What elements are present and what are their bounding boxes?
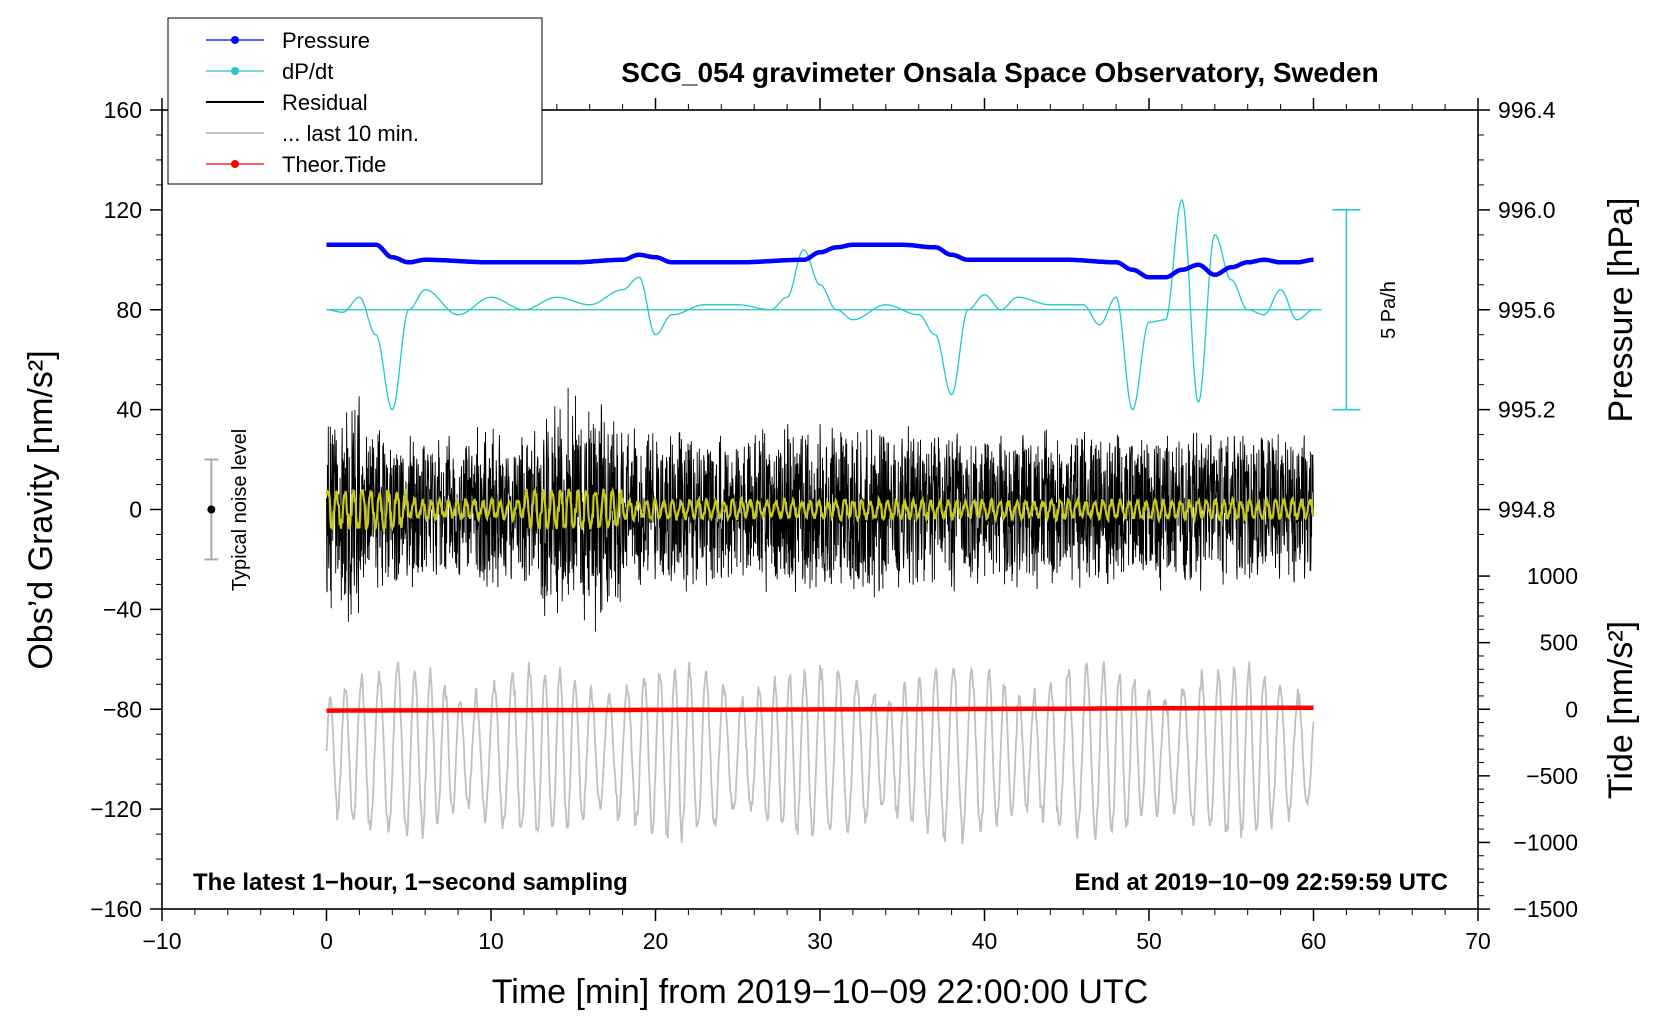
- legend-label: Residual: [282, 90, 368, 115]
- tide-tick-label: 500: [1540, 630, 1578, 656]
- x-tick-label: 70: [1465, 928, 1491, 954]
- residual-line: [326, 387, 1314, 632]
- y-axis-left: 160 120 80 40 0 −40 −80 −120 −160: [90, 97, 162, 922]
- y-tick-label: 160: [104, 97, 142, 123]
- noise-level-bar: [204, 458, 219, 561]
- x-tick-label: 10: [478, 928, 504, 954]
- legend-marker: [231, 67, 239, 75]
- end-time-note: End at 2019−10−09 22:59:59 UTC: [1074, 869, 1448, 896]
- y-tick-label: 0: [129, 497, 142, 523]
- y-axis-label-pressure: Pressure [hPa]: [1602, 198, 1640, 423]
- y-tick-label: −120: [90, 796, 142, 822]
- dpdt-line: [326, 198, 1314, 411]
- last-10-min-series: [325, 661, 1315, 845]
- pressure-tick-label: 994.8: [1498, 497, 1556, 523]
- legend-marker: [231, 36, 239, 44]
- tide-tick-label: −500: [1526, 763, 1578, 789]
- legend-marker: [231, 160, 239, 168]
- pressure-tick-label: 996.0: [1498, 197, 1556, 223]
- x-tick-label: 40: [972, 928, 998, 954]
- pressure-tick-label: 995.2: [1498, 397, 1556, 423]
- x-tick-label: 0: [320, 928, 333, 954]
- y-tick-label: −40: [103, 596, 142, 622]
- sampling-note: The latest 1−hour, 1−second sampling: [193, 869, 628, 896]
- dpdt-series: [326, 198, 1314, 411]
- legend: Pressure dP/dt Residual ... last 10 min. The…: [167, 17, 543, 185]
- y-tick-label: −160: [90, 896, 142, 922]
- x-axis-label: Time [min] from 2019−10−09 22:00:00 UTC: [492, 973, 1148, 1011]
- noise-bar-center: [207, 505, 216, 514]
- x-tick-label: −10: [142, 928, 181, 954]
- y-tick-label: 80: [116, 297, 142, 323]
- y-tick-label: 40: [116, 397, 142, 423]
- y-axis-pressure: 996.4 996.0 995.6 995.2 994.8: [1478, 97, 1556, 535]
- y-axis-tide: 1000 500 0 −500 −1000 −1500: [1478, 563, 1578, 922]
- tide-tick-label: −1000: [1513, 829, 1578, 855]
- legend-label: Theor.Tide: [282, 152, 386, 177]
- dpdt-scale-label: 5 Pa/h: [1378, 281, 1400, 339]
- tide-tick-label: −1500: [1513, 896, 1578, 922]
- pressure-tick-label: 995.6: [1498, 297, 1556, 323]
- x-tick-label: 50: [1136, 928, 1162, 954]
- residual-filtered-line: [325, 486, 1314, 534]
- residual-filtered-series: [325, 486, 1314, 534]
- tide-tick-label: 1000: [1527, 563, 1578, 589]
- pressure-line: [326, 242, 1314, 280]
- residual-series: [326, 387, 1314, 632]
- theor-tide-series: [326, 705, 1314, 713]
- x-tick-label: 20: [643, 928, 669, 954]
- pressure-series: [326, 242, 1314, 280]
- noise-level-label: Typical noise level: [229, 429, 251, 591]
- dpdt-scale-bar: [1332, 209, 1361, 411]
- x-tick-label: 30: [807, 928, 833, 954]
- legend-label: dP/dt: [282, 59, 333, 84]
- x-axis: −10 0 10 20 30 40 50 60 70: [142, 98, 1491, 954]
- legend-label: ... last 10 min.: [282, 121, 419, 146]
- x-tick-label: 60: [1301, 928, 1327, 954]
- last-10-min-line: [325, 661, 1315, 845]
- y-tick-label: −80: [103, 696, 142, 722]
- tide-tick-label: 0: [1565, 696, 1578, 722]
- chart-title: SCG_054 gravimeter Onsala Space Observat…: [621, 57, 1378, 88]
- y-axis-label-left: Obs’d Gravity [nm/s²]: [22, 350, 60, 669]
- pressure-tick-label: 996.4: [1498, 97, 1556, 123]
- legend-label: Pressure: [282, 28, 370, 53]
- theor-tide-line: [326, 705, 1314, 713]
- y-tick-label: 120: [104, 197, 142, 223]
- y-axis-label-tide: Tide [nm/s²]: [1602, 621, 1640, 799]
